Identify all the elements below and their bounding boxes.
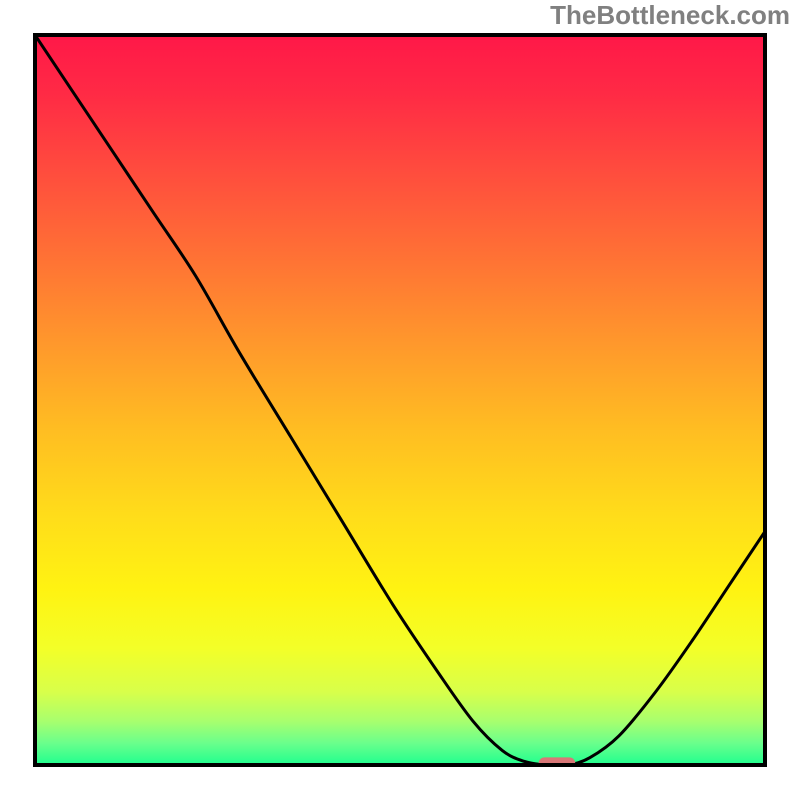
plot-area bbox=[35, 35, 765, 768]
chart-container: TheBottleneck.com bbox=[0, 0, 800, 800]
watermark-text: TheBottleneck.com bbox=[550, 0, 790, 31]
bottleneck-chart bbox=[0, 0, 800, 800]
plot-background bbox=[35, 35, 765, 765]
